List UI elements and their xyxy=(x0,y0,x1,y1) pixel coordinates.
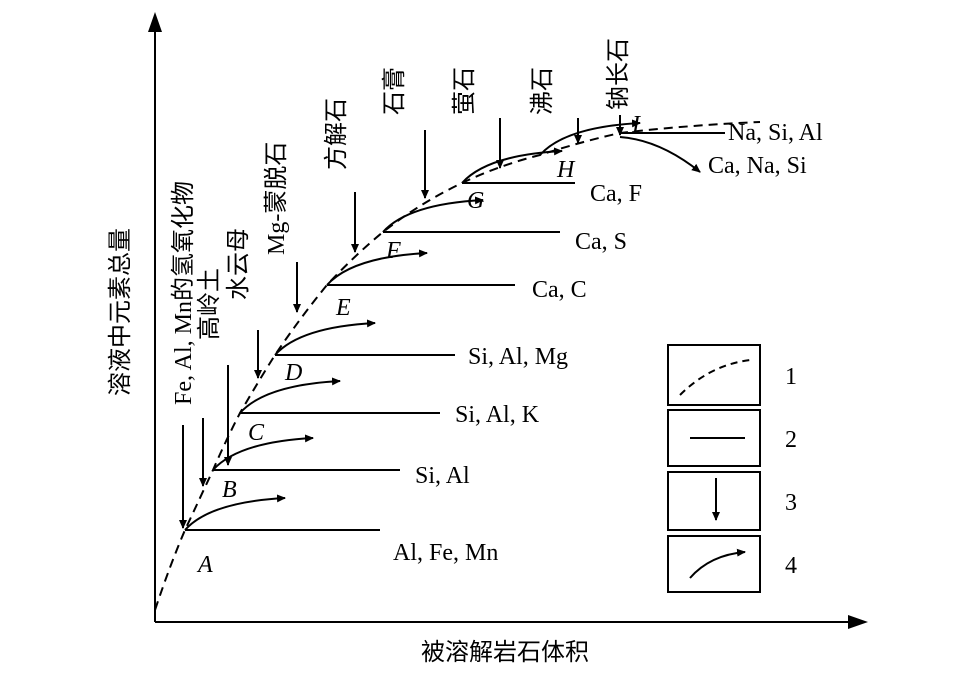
point-label: D xyxy=(284,360,302,386)
point-label: I xyxy=(631,112,641,138)
mineral-label: 萤石 xyxy=(451,67,478,115)
point-label: E xyxy=(335,295,351,321)
legend-box xyxy=(667,344,761,406)
point-label: A xyxy=(196,552,213,578)
legend-box xyxy=(667,535,761,593)
element-label: Ca, F xyxy=(590,181,642,207)
mineral-label: 石膏 xyxy=(381,67,408,115)
point-label: B xyxy=(222,477,237,503)
element-label: Si, Al, K xyxy=(455,402,540,428)
trend-arrow xyxy=(619,136,701,173)
trend-arrow xyxy=(184,494,286,531)
trend-arrow xyxy=(212,434,314,471)
mineral-label: 沸石 xyxy=(529,67,556,115)
axes xyxy=(148,12,868,629)
legend-box xyxy=(667,409,761,467)
x-label: 被溶解岩石体积 xyxy=(421,639,589,666)
legend-number: 2 xyxy=(785,427,797,453)
point-label: H xyxy=(556,157,576,183)
x-arrow xyxy=(848,615,868,629)
y-arrow xyxy=(148,12,162,32)
mineral-label: Fe, Al, Mn的氢氧化物 xyxy=(170,181,197,405)
trend-arrow xyxy=(382,196,484,233)
mineral-label: Mg-蒙脱石 xyxy=(263,142,290,255)
element-label: Na, Si, Al xyxy=(728,120,823,146)
curve xyxy=(154,121,761,611)
trend-arrow xyxy=(461,147,563,184)
point-label: F xyxy=(385,238,401,264)
element-label: Si, Al xyxy=(415,463,470,489)
legend-symbol xyxy=(679,359,751,396)
legend-number: 3 xyxy=(785,490,797,516)
element-label: Ca, Na, Si xyxy=(708,153,807,179)
point-label: G xyxy=(467,188,484,214)
trend-arrow xyxy=(239,377,341,414)
trend-arrow xyxy=(274,319,376,356)
legend xyxy=(667,344,761,593)
mineral-label: 方解石 xyxy=(323,98,350,170)
mineral-label: 钠长石 xyxy=(605,38,632,110)
legend-box xyxy=(667,471,761,531)
trend-arrow xyxy=(326,249,428,286)
element-label: Ca, S xyxy=(575,229,627,255)
legend-number: 1 xyxy=(785,364,797,390)
legend-symbol xyxy=(689,548,746,579)
element-label: Si, Al, Mg xyxy=(468,344,568,370)
mineral-label: 高岭土 xyxy=(196,268,223,340)
element-label: Al, Fe, Mn xyxy=(393,540,498,566)
legend-number: 4 xyxy=(785,553,797,579)
point-label: C xyxy=(248,420,265,446)
element-label: Ca, C xyxy=(532,277,587,303)
mineral-label: 水云母 xyxy=(225,228,252,300)
y-label: 溶液中元素总量 xyxy=(107,228,134,396)
